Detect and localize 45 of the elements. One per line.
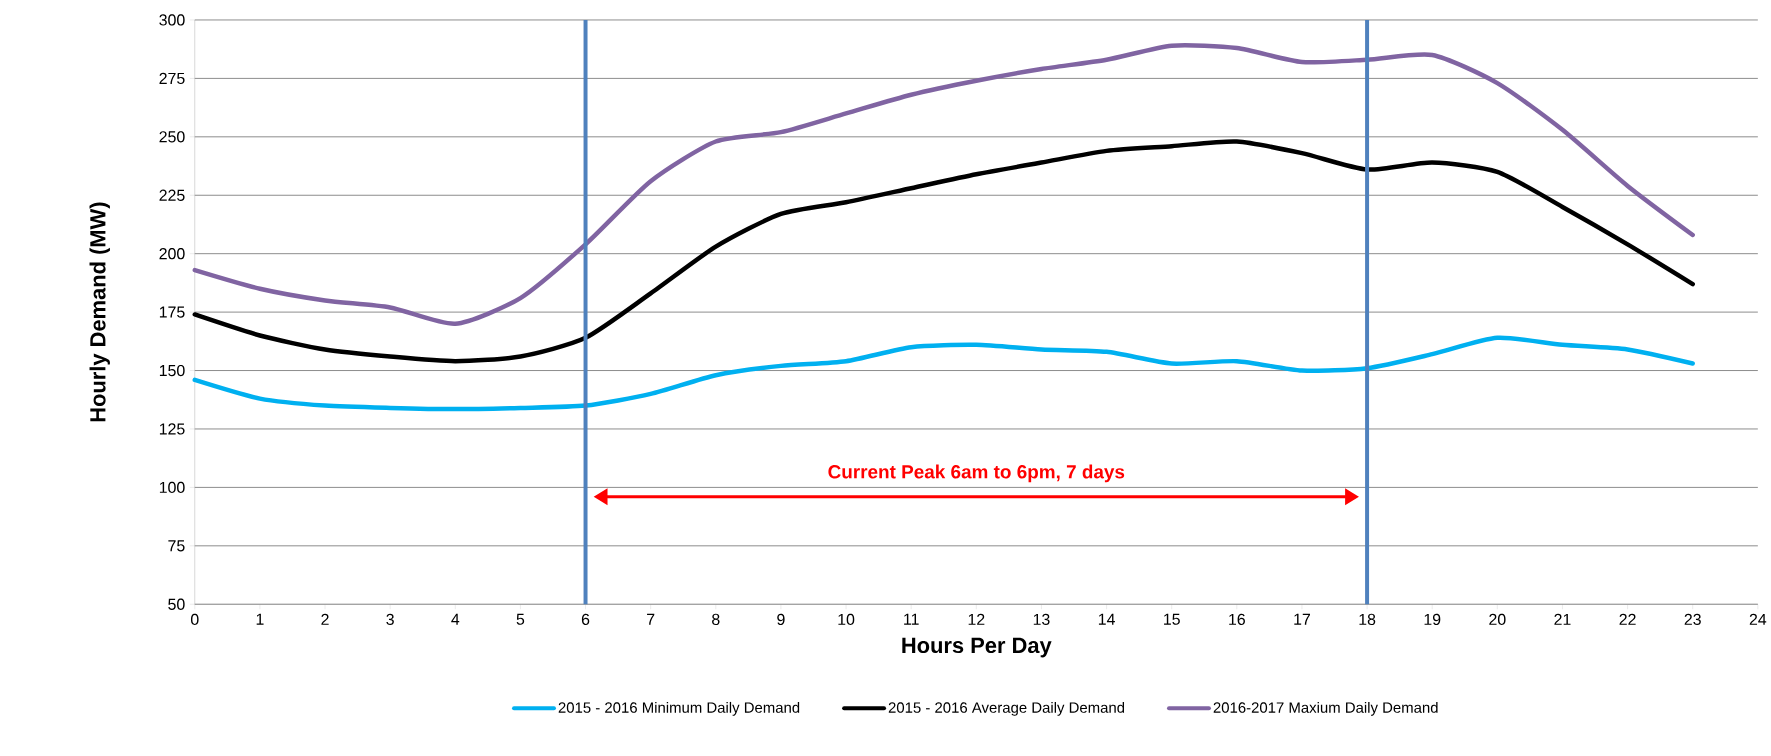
y-tick-label: 275 [159,72,185,84]
x-tick-label: 4 [451,613,460,625]
x-tick-label: 22 [1619,613,1636,625]
y-tick-label: 175 [159,306,185,318]
legend-label: 2015 - 2016 Average Daily Demand [888,701,1125,716]
x-tick-label: 17 [1294,613,1310,625]
line-series [192,42,1695,326]
legend-label: 2016-2017 Maxium Daily Demand [1213,701,1438,716]
x-tick-label: 12 [968,613,985,625]
x-tick-label: 23 [1684,613,1701,625]
x-tick-label: 8 [712,613,720,625]
x-tick-label: 15 [1164,613,1180,625]
x-tick-label: 2 [321,613,329,625]
y-tick-label: 150 [159,364,185,377]
line-series [192,139,1695,364]
legend-label: 2015 - 2016 Minimum Daily Demand [558,701,800,716]
y-axis-title: Hourly Demand (MW) [89,202,110,422]
y-tick-label: 250 [159,131,185,143]
y-tick-label: 75 [168,540,185,552]
x-tick-label: 0 [190,613,199,625]
x-tick-label: 24 [1749,613,1767,625]
y-tick-label: 225 [159,189,185,201]
x-tick-label: 3 [386,613,394,625]
x-tick-label: 19 [1424,613,1441,625]
x-tick-label: 1 [256,613,264,625]
x-tick-label: 7 [647,613,655,625]
x-tick-label: 13 [1033,613,1050,625]
x-tick-label: 5 [516,613,525,625]
annotation: Current Peak 6am to 6pm, 7 days [828,464,1125,483]
x-tick-label: 14 [1098,613,1115,625]
x-tick-label: 21 [1554,613,1571,625]
x-tick-label: 18 [1359,613,1376,625]
x-tick-label: 6 [581,613,590,625]
y-tick-label: 200 [159,248,185,260]
x-axis-title: Hours Per Day [902,637,1052,658]
line-series [192,335,1695,412]
x-tick-label: 9 [777,613,785,625]
y-tick-label: 125 [159,423,185,435]
x-tick-label: 10 [838,613,855,625]
x-tick-label: 16 [1229,613,1245,625]
y-tick-label: 300 [159,14,185,26]
x-tick-label: 20 [1489,613,1506,625]
y-tick-label: 50 [168,598,185,610]
y-tick-label: 100 [159,481,185,493]
x-tick-label: 11 [904,613,919,625]
